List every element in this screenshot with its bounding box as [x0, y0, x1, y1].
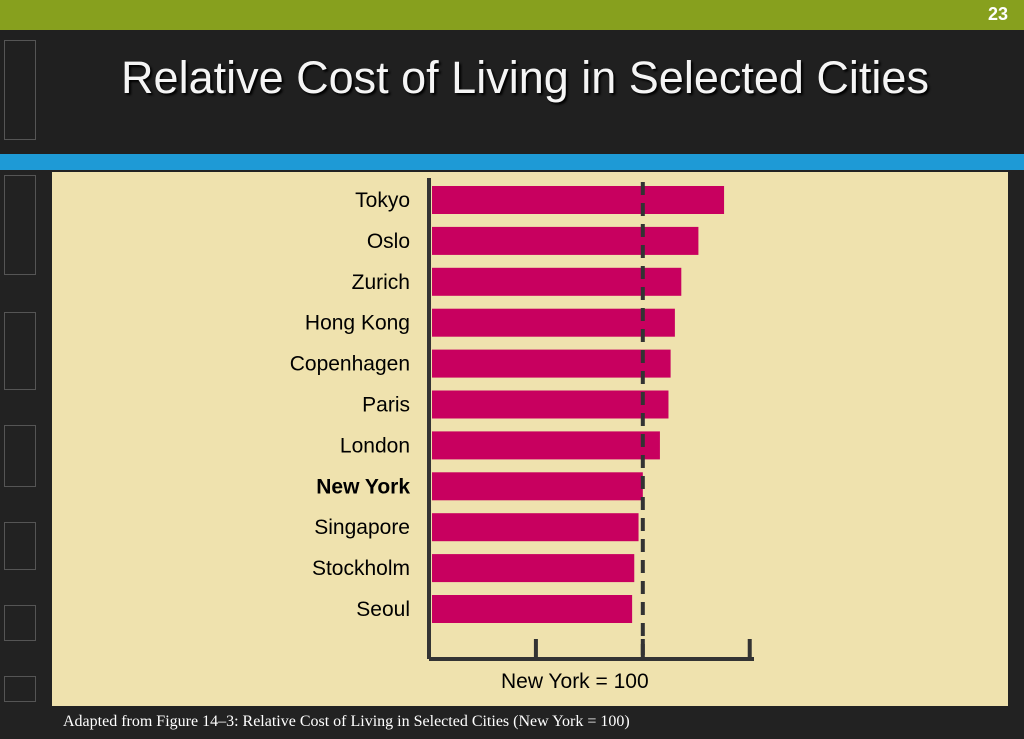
- bar-hong-kong: [432, 308, 675, 337]
- category-label: Zurich: [352, 271, 410, 294]
- bar-copenhagen: [432, 349, 671, 378]
- slide-number: 23: [987, 4, 1008, 24]
- category-label: London: [340, 434, 410, 457]
- decorative-rectangle: [4, 605, 36, 641]
- bar-london: [432, 431, 660, 460]
- category-label: Oslo: [367, 230, 410, 253]
- cost-of-living-bar-chart: Tokyo Oslo Zurich Hong Kong Copenhagen Paris L…: [290, 178, 754, 693]
- top-accent-bar: 23: [0, 0, 1024, 30]
- title-area: [0, 30, 1024, 154]
- category-label: Hong Kong: [305, 312, 410, 335]
- bar-zurich: [432, 267, 682, 296]
- bar-singapore: [432, 513, 639, 542]
- category-label: Tokyo: [355, 189, 410, 212]
- blue-accent-bar: [0, 154, 1024, 170]
- slide-title: Relative Cost of Living in Selected Citi…: [121, 52, 929, 103]
- figure-caption: Adapted from Figure 14–3: Relative Cost …: [63, 713, 630, 730]
- decorative-rectangle: [4, 676, 36, 702]
- category-label: Stockholm: [312, 557, 410, 580]
- category-label: New York: [316, 475, 410, 498]
- bar-stockholm: [432, 554, 635, 583]
- reference-label: New York = 100: [501, 670, 649, 693]
- bar-tokyo: [432, 186, 725, 214]
- decorative-rectangle: [4, 425, 36, 487]
- category-label: Paris: [362, 394, 410, 417]
- bar-new-york: [432, 472, 643, 501]
- chart-panel: Tokyo Oslo Zurich Hong Kong Copenhagen Paris L…: [52, 172, 1008, 706]
- bar-paris: [432, 390, 669, 419]
- decorative-rectangle: [4, 312, 36, 390]
- decorative-rectangle: [4, 175, 36, 275]
- bar-oslo: [432, 226, 699, 255]
- decorative-rectangle: [4, 522, 36, 570]
- category-label: Singapore: [314, 516, 410, 539]
- category-label: Copenhagen: [290, 353, 410, 376]
- category-label: Seoul: [356, 598, 410, 621]
- decorative-rectangle: [4, 40, 36, 140]
- bar-seoul: [432, 595, 633, 623]
